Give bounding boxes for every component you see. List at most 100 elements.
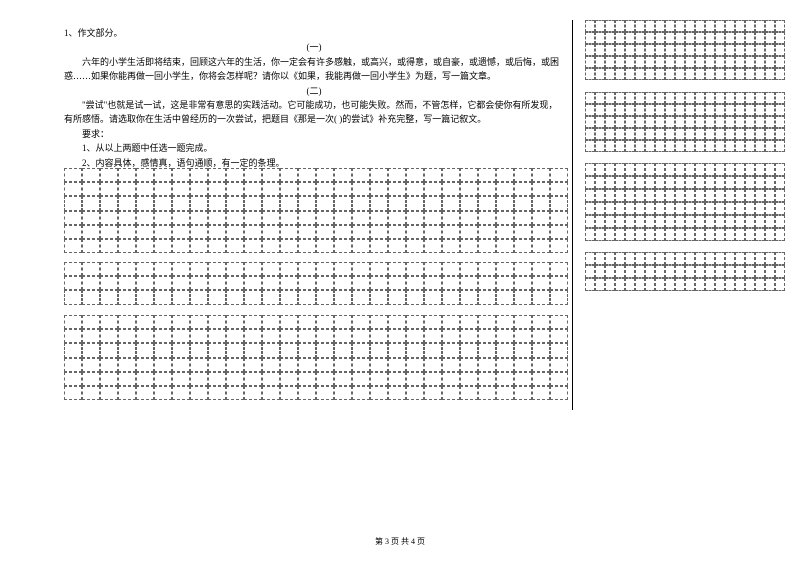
grid-cell [635,252,645,265]
grid-cell [775,92,785,104]
grid-cell [635,20,645,32]
grid-cell [460,196,478,210]
grid-cell [605,44,615,56]
grid-cell [695,176,705,189]
grid-cell [735,176,745,189]
grid-cell [675,92,685,104]
grid-cell [208,343,226,357]
grid-cell [685,176,695,189]
grid-cell [460,343,478,357]
grid-cell [695,163,705,176]
grid-cell [136,315,154,329]
grid-cell [655,163,665,176]
grid-cell [298,211,316,225]
writing-grid [64,315,568,400]
grid-cell [424,276,442,290]
grid-cell [406,196,424,210]
grid-cell [262,196,280,210]
grid-cell [775,228,785,241]
grid-cell [298,290,316,304]
grid-cell [695,44,705,56]
grid-cell [695,32,705,44]
grid-cell [64,168,82,182]
prompt-text: 1、作文部分。 (一) 六年的小学生活即将结束，回顾这六年的生活，你一定会有许多… [64,26,564,170]
grid-cell [705,176,715,189]
grid-cell [715,265,725,278]
grid-cell [352,358,370,372]
grid-cell [715,140,725,152]
grid-cell [496,225,514,239]
grid-cell [316,211,334,225]
writing-grid [585,252,785,291]
grid-cell [635,140,645,152]
grid-cell [665,278,675,291]
grid-cell [705,104,715,116]
writing-grid [585,163,785,241]
grid-cell [118,262,136,276]
grid-cell [595,128,605,140]
grid-cell [334,343,352,357]
grid-cell [735,252,745,265]
grid-cell [82,329,100,343]
grid-cell [406,225,424,239]
grid-cell [172,239,190,253]
grid-cell [755,163,765,176]
grid-cell [755,176,765,189]
grid-cell [100,343,118,357]
grid-cell [388,343,406,357]
grid-cell [645,44,655,56]
grid-cell [334,386,352,400]
grid-cell [550,225,568,239]
grid-cell [695,116,705,128]
grid-cell [262,168,280,182]
grid-cell [725,128,735,140]
grid-cell [735,265,745,278]
grid-cell [406,386,424,400]
grid-cell [118,211,136,225]
grid-cell [715,68,725,80]
grid-cell [595,92,605,104]
grid-cell [605,215,615,228]
grid-cell [262,239,280,253]
grid-cell [424,290,442,304]
grid-cell [775,68,785,80]
grid-cell [442,225,460,239]
grid-cell [655,104,665,116]
grid-cell [745,265,755,278]
grid-cell [625,20,635,32]
grid-cell [755,189,765,202]
grid-cell [352,239,370,253]
grid-cell [532,262,550,276]
grid-cell [154,225,172,239]
grid-cell [190,329,208,343]
grid-cell [100,225,118,239]
grid-cell [334,290,352,304]
grid-cell [765,202,775,215]
grid-cell [460,372,478,386]
grid-cell [605,163,615,176]
grid-cell [735,189,745,202]
grid-cell [665,202,675,215]
grid-cell [244,343,262,357]
grid-cell [262,386,280,400]
grid-cell [685,32,695,44]
grid-cell [154,358,172,372]
grid-cell [625,189,635,202]
grid-cell [352,329,370,343]
grid-cell [424,168,442,182]
grid-cell [226,329,244,343]
grid-cell [280,196,298,210]
grid-cell [595,252,605,265]
grid-cell [172,168,190,182]
section-heading: 1、作文部分。 [64,26,564,40]
grid-cell [685,104,695,116]
grid-cell [226,239,244,253]
grid-cell [635,44,645,56]
grid-cell [280,372,298,386]
grid-cell [655,215,665,228]
grid-cell [514,372,532,386]
grid-cell [442,239,460,253]
grid-cell [615,44,625,56]
grid-cell [208,262,226,276]
grid-cell [775,56,785,68]
